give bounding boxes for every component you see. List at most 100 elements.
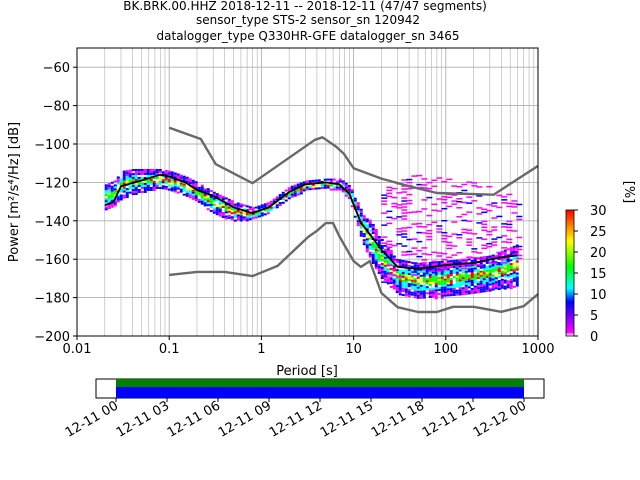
heatmap-cell (383, 278, 387, 281)
heatmap-cell (406, 250, 413, 253)
heatmap-cell (461, 287, 465, 290)
heatmap-cell (451, 221, 458, 223)
heatmap-cell (104, 186, 108, 189)
heatmap-cell (368, 229, 372, 232)
heatmap-cell (466, 265, 473, 267)
heatmap-cell (416, 272, 420, 275)
heatmap-cell (386, 248, 390, 251)
heatmap-cell (431, 293, 435, 296)
heatmap-cell (401, 233, 408, 235)
heatmap-cell (272, 200, 276, 203)
heatmap-cell (509, 287, 513, 290)
heatmap-cell (146, 170, 150, 173)
heatmap-cell (347, 184, 351, 187)
heatmap-cell (476, 291, 480, 294)
heatmap-cell (488, 269, 492, 272)
heatmap-cell (471, 233, 478, 235)
heatmap-cell (242, 212, 246, 215)
heatmap-cell (455, 275, 459, 278)
heatmap-cell (512, 263, 516, 266)
heatmap-cell (494, 287, 498, 290)
heatmap-cell (362, 239, 366, 242)
heatmap-cell (302, 189, 306, 192)
heatmap-cell (407, 293, 411, 296)
heatmap-cell (356, 206, 360, 209)
heatmap-cell (491, 278, 495, 281)
heatmap-cell (389, 255, 393, 258)
heatmap-cell (395, 283, 399, 286)
heatmap-cell (464, 268, 468, 271)
heatmap-cell (419, 278, 423, 281)
heatmap-cell (110, 191, 114, 194)
heatmap-cell (371, 245, 375, 248)
heatmap-cell (107, 185, 111, 188)
heatmap-cell (481, 226, 488, 229)
heatmap-cell (467, 276, 471, 279)
heatmap-cell (335, 180, 339, 183)
heatmap-cell (434, 295, 438, 298)
heatmap-cell (458, 279, 462, 282)
heatmap-cell (146, 180, 150, 183)
heatmap-cell (491, 202, 498, 204)
coverage-blue-bar (116, 387, 524, 398)
heatmap-cell (344, 194, 348, 197)
heatmap-cell (440, 268, 444, 271)
heatmap-cell (245, 217, 249, 220)
heatmap-cell (329, 188, 333, 191)
heatmap-cell (428, 275, 432, 278)
heatmap-cell (421, 259, 428, 261)
heatmap-cell (506, 270, 510, 273)
heatmap-cell (497, 286, 501, 289)
heatmap-cell (486, 242, 493, 245)
heatmap-cell (380, 250, 384, 253)
heatmap-cell (503, 285, 507, 288)
heatmap-cell (383, 268, 387, 271)
heatmap-cell (113, 194, 117, 197)
heatmap-cell (227, 216, 231, 219)
heatmap-cell (511, 203, 518, 205)
heatmap-cell (496, 263, 503, 266)
heatmap-cell (455, 277, 459, 280)
heatmap-cell (422, 288, 426, 291)
heatmap-cell (451, 200, 458, 202)
heatmap-cell (381, 203, 388, 205)
heatmap-cell (509, 251, 513, 254)
heatmap-cell (311, 179, 315, 182)
heatmap-cell (422, 296, 426, 299)
heatmap-cell (401, 259, 405, 262)
heatmap-cell (473, 281, 477, 284)
heatmap-cell (506, 276, 510, 279)
heatmap-cell (332, 178, 336, 181)
heatmap-cell (404, 272, 408, 275)
heatmap-cell (377, 247, 381, 250)
heatmap-cell (401, 230, 408, 232)
heatmap-cell (466, 232, 473, 234)
heatmap-cell (413, 282, 417, 285)
heatmap-cell (503, 279, 507, 282)
heatmap-cell (479, 262, 483, 265)
heatmap-cell (182, 179, 186, 182)
heatmap-cell (431, 271, 435, 274)
heatmap-cell (516, 254, 523, 257)
timeline-tick-label: 12-12 00 (471, 398, 529, 440)
heatmap-cell (380, 246, 384, 249)
heatmap-cell (374, 238, 378, 241)
heatmap-cell (386, 192, 393, 195)
heatmap-cell (278, 194, 282, 197)
heatmap-cell (386, 189, 393, 192)
heatmap-cell (404, 290, 408, 293)
heatmap-cell (446, 290, 450, 293)
heatmap-cell (347, 194, 351, 197)
heatmap-cell (119, 198, 123, 201)
plot-frame (76, 47, 539, 337)
heatmap-cell (503, 259, 507, 262)
heatmap-cell (485, 283, 489, 286)
heatmap-cell (350, 205, 354, 208)
heatmap-cell (476, 265, 480, 268)
heatmap-cell (233, 205, 237, 208)
heatmap-cell (395, 261, 399, 264)
heatmap-cell (398, 277, 402, 280)
heatmap-cell (116, 182, 120, 185)
heatmap-cell (371, 243, 375, 246)
